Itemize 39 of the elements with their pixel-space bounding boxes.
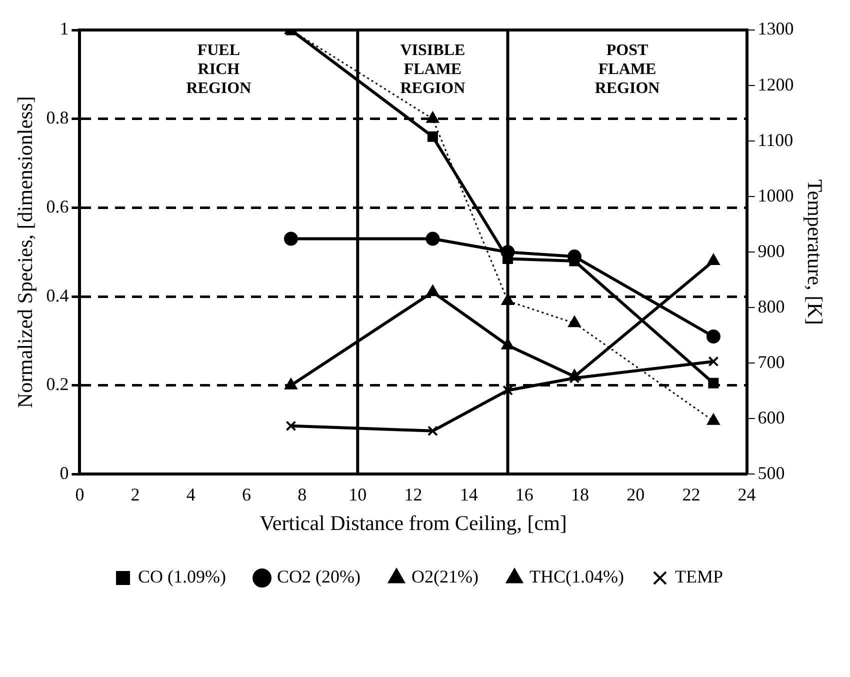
x-tick-label: 6 xyxy=(242,484,251,505)
y2-tick-label: 1300 xyxy=(758,18,794,39)
x-tick-label: 20 xyxy=(626,484,645,505)
y-tick-label: 0 xyxy=(60,462,69,483)
annotation: FUEL RICH REGION xyxy=(186,42,252,98)
x-tick-label: 0 xyxy=(75,484,84,505)
x-tick-label: 10 xyxy=(348,484,367,505)
y2-tick-label: 1200 xyxy=(758,74,794,94)
x-tick-label: 8 xyxy=(298,484,307,505)
legend-label: TEMP xyxy=(674,566,723,587)
y-axis-title: Normalized Species, [dimensionless] xyxy=(13,96,38,408)
y2-tick-label: 600 xyxy=(758,407,785,428)
annotation: POST FLAME REGION xyxy=(594,42,660,98)
y2-axis-title: Temperature, [K] xyxy=(802,179,827,325)
x-tick-label: 14 xyxy=(460,484,478,505)
legend-label: THC(1.04%) xyxy=(529,566,624,587)
x-tick-label: 16 xyxy=(515,484,534,505)
legend-label: O2(21%) xyxy=(412,566,478,587)
annotation: VISIBLE FLAME REGION xyxy=(400,42,466,98)
x-tick-label: 24 xyxy=(738,484,756,505)
y2-tick-label: 800 xyxy=(758,296,785,316)
x-axis-title: Vertical Distance from Ceiling, [cm] xyxy=(260,510,567,535)
y-tick-label: 0.8 xyxy=(46,108,69,128)
x-tick-label: 2 xyxy=(130,484,140,505)
y2-tick-label: 1000 xyxy=(758,185,794,206)
y-tick-label: 1 xyxy=(60,18,69,39)
legend-label: CO2 (20%) xyxy=(277,566,361,587)
y-tick-label: 0.6 xyxy=(46,196,69,216)
y-tick-label: 0.4 xyxy=(46,285,69,306)
x-tick-label: 12 xyxy=(404,484,422,505)
x-tick-label: 18 xyxy=(571,484,590,505)
y2-tick-label: 500 xyxy=(758,462,785,483)
x-tick-label: 22 xyxy=(682,484,700,505)
y2-tick-label: 900 xyxy=(758,240,785,261)
y2-tick-label: 1100 xyxy=(758,130,794,150)
legend-label: CO (1.09%) xyxy=(138,566,226,587)
y2-tick-label: 700 xyxy=(758,352,785,372)
y-tick-label: 0.2 xyxy=(46,374,69,394)
x-tick-label: 4 xyxy=(186,484,196,505)
